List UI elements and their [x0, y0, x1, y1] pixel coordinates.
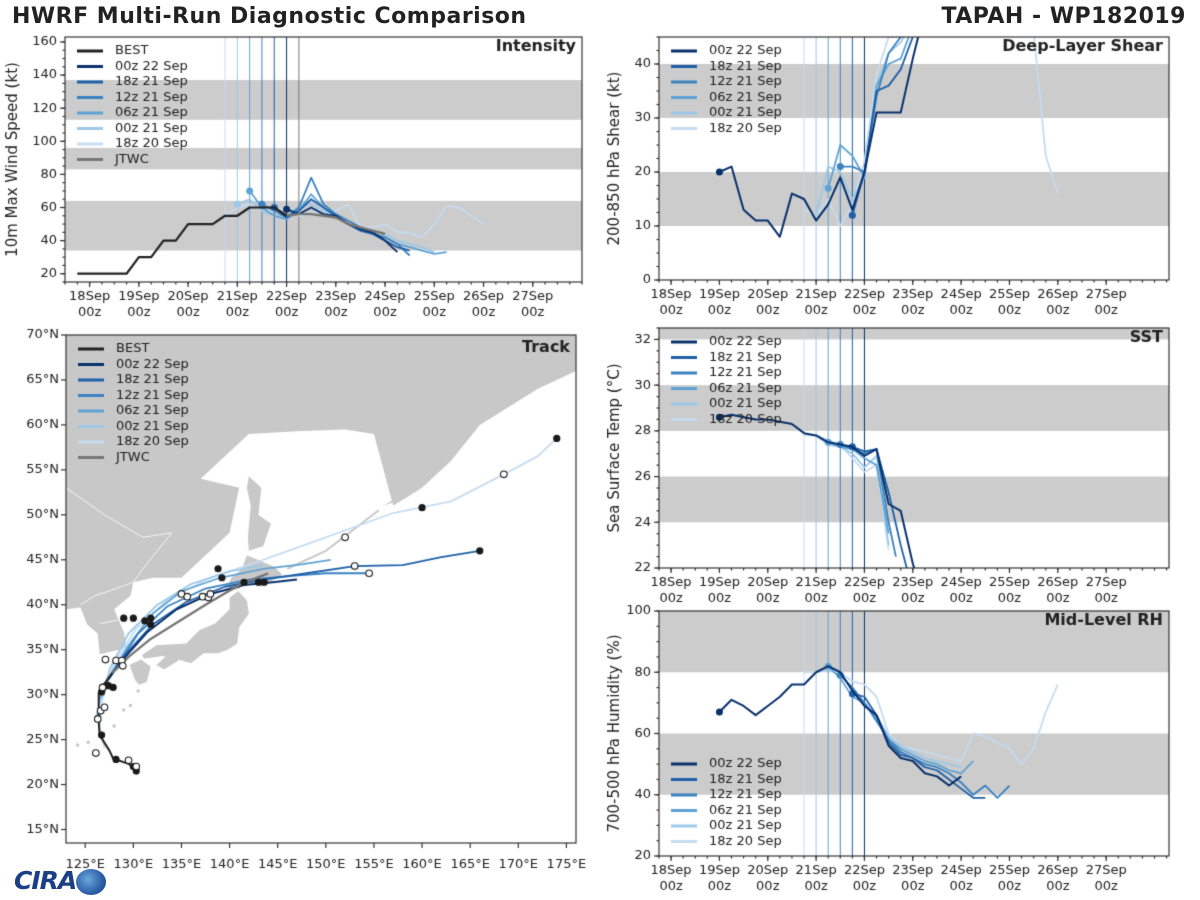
globe-icon [76, 869, 106, 895]
cira-logo: CIRA [4, 866, 108, 898]
storm-title: TAPAH - WP182019 [941, 4, 1186, 29]
logo-text: CIRA [14, 866, 77, 895]
figure-title: HWRF Multi-Run Diagnostic Comparison [12, 4, 527, 29]
